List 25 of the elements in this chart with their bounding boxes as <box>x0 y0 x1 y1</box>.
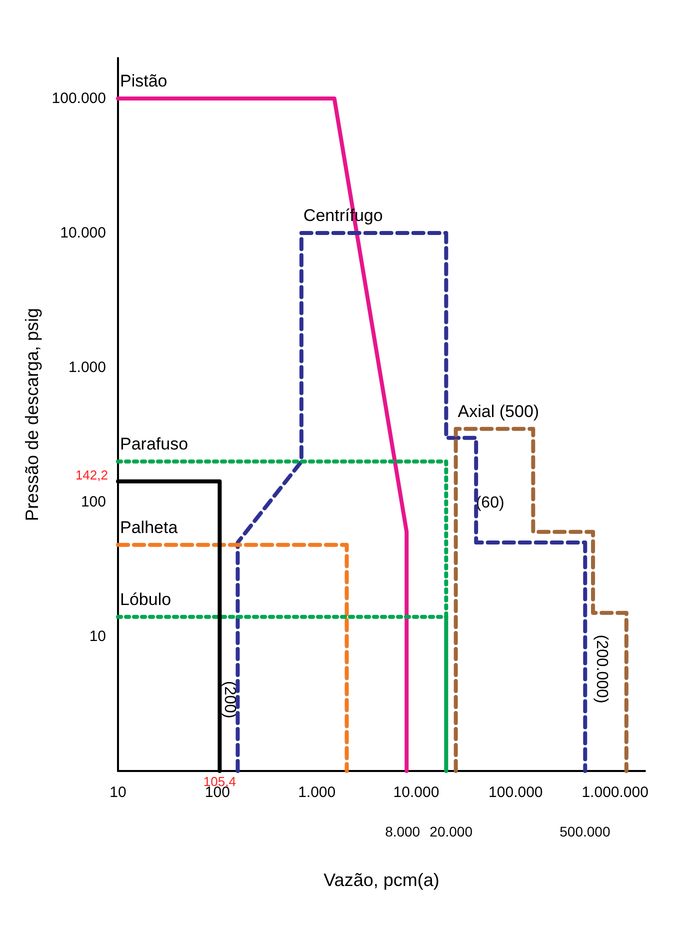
x-tick-label: 10 <box>110 784 126 801</box>
y-tick-label: 10.000 <box>60 224 106 242</box>
y-tick-label: 100 <box>80 493 106 510</box>
x-axis-title: Vazão, pcm(a) <box>324 870 440 890</box>
annotation: 142,2 <box>75 467 108 482</box>
text: 20.000 <box>430 824 473 840</box>
x-tick-label: 10.000 <box>393 784 440 801</box>
series-label: Palheta <box>120 518 178 537</box>
x-tick-label: 100.000 <box>488 784 543 801</box>
series-label: Pistão <box>120 71 168 90</box>
annotation: 105,4 <box>203 774 236 789</box>
y-tick-label: 1.000 <box>68 358 106 376</box>
annotation: (60) <box>476 494 504 512</box>
text: 8.000 <box>385 824 420 840</box>
y-tick-label: 10 <box>89 628 106 645</box>
x-tick-label: 1.000 <box>298 784 336 801</box>
series-label: Parafuso <box>120 434 188 454</box>
x-tick-label: 1.000.000 <box>582 784 648 801</box>
annotation: (200.000) <box>592 634 610 704</box>
text: 500.000 <box>560 824 610 840</box>
y-axis-title: Pressão de descarga, psig <box>22 308 42 522</box>
y-tick-label: 100.000 <box>52 90 106 107</box>
series-label: Lóbulo <box>120 590 172 609</box>
series-label: Axial (500) <box>458 402 540 421</box>
annotation: (200) <box>221 681 238 718</box>
